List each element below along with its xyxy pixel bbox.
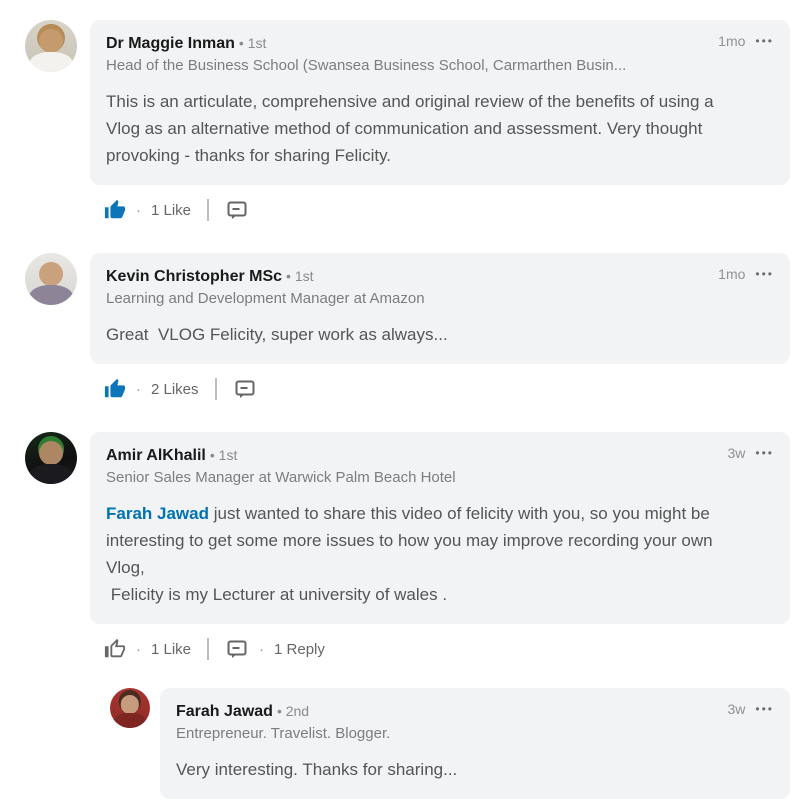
comment-bubble-icon [227, 640, 247, 658]
comment: Amir AlKhalil • 1st Senior Sales Manager … [0, 432, 808, 799]
like-count[interactable]: 1 Like [151, 640, 192, 658]
overflow-menu-button[interactable]: ••• [755, 34, 774, 48]
author-headline: Learning and Development Manager at Amaz… [106, 290, 425, 307]
connection-degree: • 1st [238, 35, 267, 51]
avatar[interactable] [110, 688, 150, 728]
dot-separator: · [136, 380, 141, 398]
reply-comment-button[interactable] [233, 377, 257, 401]
comment-bubble: Amir AlKhalil • 1st Senior Sales Manager … [90, 432, 790, 624]
comment-header: Farah Jawad • 2nd Entrepreneur. Travelist… [176, 700, 774, 744]
thumbs-up-filled-icon [104, 378, 126, 398]
dot-separator: · [136, 640, 141, 658]
comments-section: Dr Maggie Inman • 1st Head of the Busines… [0, 20, 808, 799]
thumbs-up-filled-icon [104, 199, 126, 219]
overflow-menu-button[interactable]: ••• [755, 702, 774, 716]
comment-actions: · 1 Like [104, 197, 808, 223]
timestamp: 3w [727, 701, 746, 717]
comment-body: Very interesting. Thanks for sharing... [176, 760, 458, 779]
like-button[interactable] [104, 378, 126, 400]
comment-body-text: just wanted to share this video of felic… [106, 504, 713, 604]
reply-count[interactable]: 1 Reply [274, 640, 325, 658]
like-button[interactable] [104, 638, 126, 660]
comment-bubble: Kevin Christopher MSc • 1st Learning and … [90, 253, 790, 364]
comment-body: Farah Jawad just wanted to share this vi… [106, 500, 726, 608]
comment-header: Dr Maggie Inman • 1st Head of the Busines… [106, 32, 774, 76]
dot-separator: · [136, 201, 141, 219]
author-headline: Head of the Business School (Swansea Bus… [106, 57, 627, 74]
connection-degree: • 1st [286, 268, 314, 284]
actions-divider [207, 199, 210, 221]
comment-header: Amir AlKhalil • 1st Senior Sales Manager … [106, 444, 774, 488]
dot-separator: · [259, 640, 265, 658]
comment-body: This is an articulate, comprehensive and… [106, 92, 719, 165]
thumbs-up-outline-icon [104, 638, 126, 658]
timestamp: 3w [727, 445, 746, 461]
comment-body: Great VLOG Felicity, super work as alway… [106, 325, 448, 344]
comment-actions: · 1 Like · 1 Reply [104, 636, 808, 662]
comment-bubble: Farah Jawad • 2nd Entrepreneur. Travelist… [160, 688, 790, 799]
overflow-menu-button[interactable]: ••• [755, 446, 774, 460]
connection-degree: • 1st [209, 447, 238, 463]
comment-bubble-icon [235, 380, 255, 398]
avatar[interactable] [25, 432, 77, 484]
reply-comment-button[interactable] [225, 198, 249, 222]
overflow-menu-button[interactable]: ••• [755, 267, 774, 281]
comment-actions: · 2 Likes [104, 376, 808, 402]
avatar[interactable] [25, 20, 77, 72]
actions-divider [214, 378, 217, 400]
author-link[interactable]: Dr Maggie Inman [106, 35, 235, 52]
actions-divider [207, 638, 210, 660]
comment-header: Kevin Christopher MSc • 1st Learning and … [106, 265, 774, 309]
author-link[interactable]: Farah Jawad [176, 703, 273, 720]
avatar[interactable] [25, 253, 77, 305]
like-button[interactable] [104, 199, 126, 221]
author-link[interactable]: Kevin Christopher MSc [106, 268, 283, 285]
comment: Kevin Christopher MSc • 1st Learning and … [0, 253, 808, 402]
author-link[interactable]: Amir AlKhalil [106, 447, 206, 464]
connection-degree: • 2nd [276, 703, 310, 719]
author-headline: Senior Sales Manager at Warwick Palm Bea… [106, 469, 456, 486]
reply-comment-button[interactable] [225, 637, 249, 661]
timestamp: 1mo [718, 266, 746, 282]
mention-link[interactable]: Farah Jawad [106, 504, 209, 523]
like-count[interactable]: 1 Like [151, 201, 192, 219]
author-headline: Entrepreneur. Travelist. Blogger. [176, 725, 391, 742]
comment-bubble: Dr Maggie Inman • 1st Head of the Busines… [90, 20, 790, 185]
timestamp: 1mo [718, 33, 746, 49]
like-count[interactable]: 2 Likes [151, 380, 199, 398]
comment-bubble-icon [227, 201, 247, 219]
comment: Dr Maggie Inman • 1st Head of the Busines… [0, 20, 808, 223]
reply-comment: Farah Jawad • 2nd Entrepreneur. Travelist… [0, 688, 808, 799]
